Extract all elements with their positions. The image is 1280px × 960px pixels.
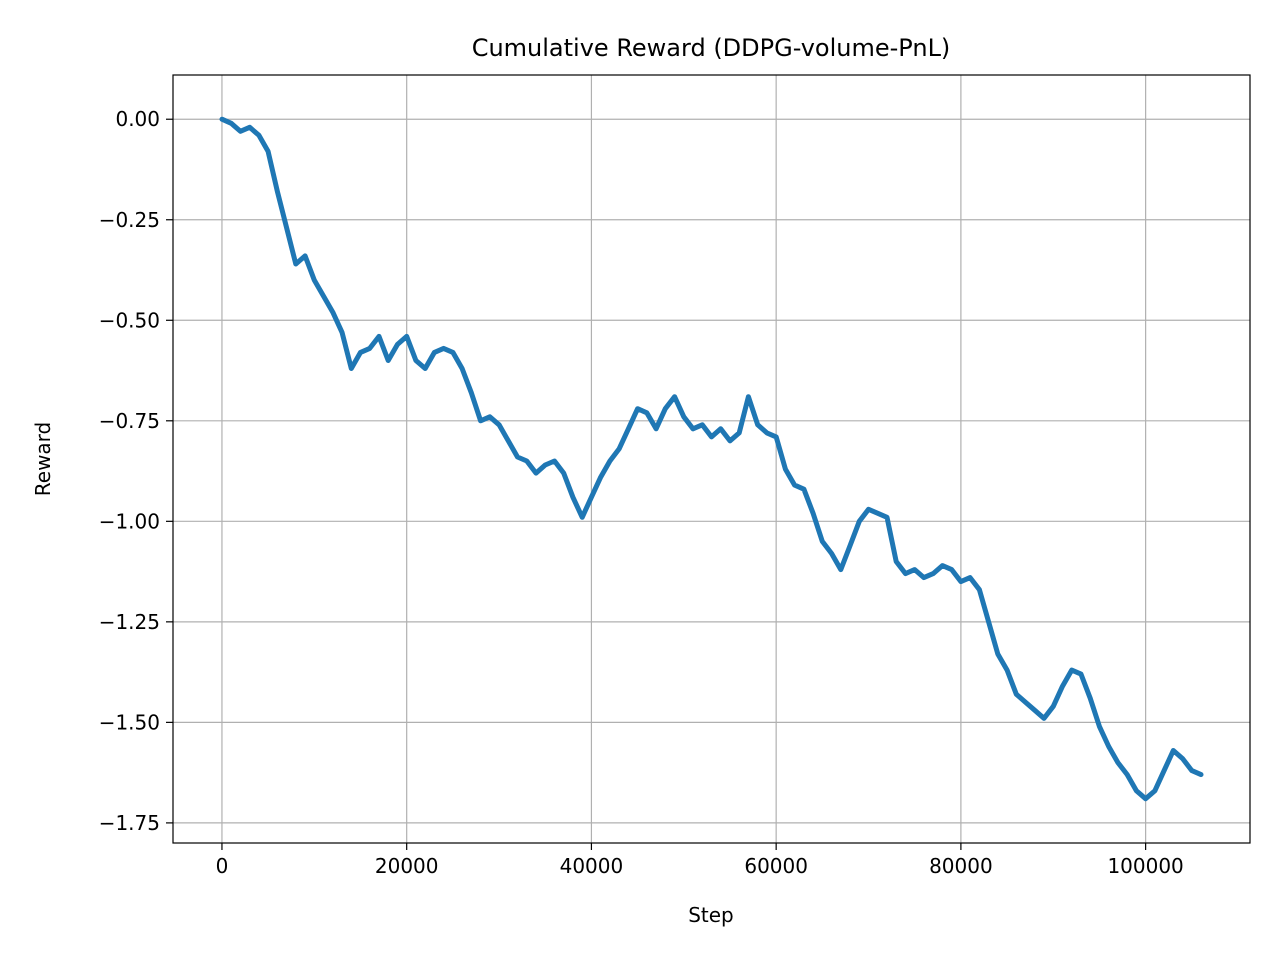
chart-title: Cumulative Reward (DDPG-volume-PnL) [472, 34, 951, 62]
y-tick-label: −1.00 [99, 509, 160, 533]
x-tick-label: 0 [216, 854, 229, 878]
reward-series-line [219, 116, 1204, 802]
x-tick-label: 100000 [1107, 854, 1183, 878]
y-axis-label: Reward [31, 422, 55, 496]
plot-area [219, 116, 1204, 802]
x-tick-label: 60000 [744, 854, 808, 878]
y-tick-label: −0.50 [99, 308, 160, 332]
y-tick-label: −0.75 [99, 409, 160, 433]
axes-frame [172, 74, 1251, 844]
x-axis-label: Step [688, 903, 734, 927]
y-tick-label: −1.25 [99, 610, 160, 634]
y-tick-label: −1.50 [99, 710, 160, 734]
x-tick-label: 40000 [560, 854, 624, 878]
y-tick-label: −1.75 [99, 811, 160, 835]
y-tick-label: −0.25 [99, 208, 160, 232]
axis-ticks: 0 20000 40000 60000 80000 100000 0.00 −0.25 −0.5… [99, 107, 1184, 878]
grid-lines [173, 75, 1250, 843]
x-tick-label: 80000 [929, 854, 993, 878]
y-tick-label: 0.00 [115, 107, 160, 131]
x-tick-label: 20000 [375, 854, 439, 878]
